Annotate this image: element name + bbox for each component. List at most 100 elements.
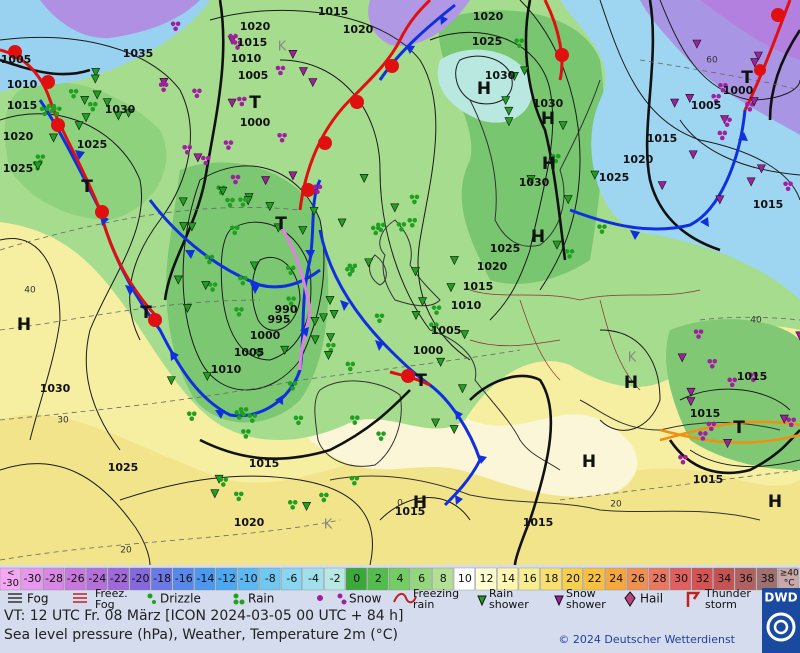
shower-symbol [49, 133, 58, 143]
precip-dot [71, 93, 76, 99]
scale-value: -30 [23, 572, 41, 585]
precip-dot [234, 410, 240, 415]
scale-cell [64, 567, 86, 591]
shower-symbol [460, 330, 470, 340]
precip-dot [747, 107, 753, 112]
shower-symbol [179, 222, 189, 232]
thunder-icon [686, 591, 701, 607]
precip-dot [409, 194, 415, 200]
pressure-center: H [624, 373, 638, 393]
pressure-label: 1020 [343, 23, 374, 36]
precip-dot [68, 88, 74, 94]
precip-dot [252, 413, 258, 418]
scale-cell [583, 567, 605, 591]
fog-icon [8, 593, 22, 603]
precip-dot [243, 434, 249, 439]
precip-dot [354, 475, 360, 481]
scale-value: 32 [696, 572, 710, 585]
pressure-label: 1020 [623, 153, 654, 166]
precip-dot [197, 88, 202, 94]
shower-symbol [364, 258, 374, 268]
shower-symbol [715, 195, 725, 205]
precip-dot [290, 386, 295, 391]
precip-dot [238, 491, 244, 497]
shower-symbol [80, 96, 90, 106]
precip-dot [187, 144, 193, 150]
pressure-label: 1020 [234, 516, 265, 529]
precip-dot [240, 280, 246, 286]
precip-dot [228, 33, 233, 39]
scale-value: 4 [397, 572, 404, 585]
weather-legend-label: storm [705, 598, 737, 611]
shower-symbol [509, 72, 519, 82]
weather-legend-label: Thunder [704, 587, 751, 600]
precip-dot [722, 130, 728, 136]
precip-dot [720, 87, 726, 93]
scale-value: 34 [717, 572, 731, 585]
shower-symbol [325, 296, 335, 306]
shower-symbol [418, 297, 428, 307]
precip-dot [409, 223, 415, 228]
scale-cell [216, 567, 238, 591]
precip-dot [175, 21, 181, 27]
precip-dot [407, 218, 413, 223]
precip-dot [788, 181, 793, 187]
precip-dot [243, 197, 248, 202]
precip-dot [718, 82, 723, 88]
precip-dot [683, 454, 688, 460]
precip-dot [290, 505, 296, 510]
precip-dot [233, 33, 238, 39]
pressure-label: 1025 [472, 35, 503, 48]
scale-cell [540, 567, 562, 591]
scale-value: 14 [501, 572, 515, 585]
scale-cell [475, 567, 497, 591]
scale-cell [345, 567, 367, 591]
cold-pool-label: K [324, 518, 333, 533]
precip-dot [54, 111, 60, 117]
precip-dot [331, 342, 336, 348]
scale-value: -12 [218, 572, 236, 585]
precip-dot [225, 197, 230, 203]
scale-cell [518, 567, 540, 591]
temperature-label: 40 [24, 286, 36, 296]
shower-symbol [779, 414, 789, 424]
precip-dot [381, 431, 386, 436]
precip-dot [243, 407, 249, 412]
weather-legend-label: shower [489, 598, 529, 611]
shower-symbol [692, 39, 702, 49]
footer: VT: 12 UTC Fr. 08 März [ICON 2024-03-05 … [4, 588, 800, 653]
shower-symbol [166, 376, 176, 386]
precip-dot [163, 82, 169, 88]
temperature-label: 20 [120, 546, 132, 556]
precip-dot [235, 45, 240, 50]
precip-dot [727, 117, 732, 123]
scale-high-bottom: °C [784, 579, 795, 589]
shower-symbol [201, 281, 211, 291]
weather-legend-label: Snow [349, 592, 382, 606]
precip-dot [412, 199, 417, 205]
scale-value: 30 [674, 572, 688, 585]
precip-dot [698, 329, 704, 334]
precip-dot [73, 88, 79, 94]
precip-dot [352, 480, 357, 486]
precip-dot [436, 305, 442, 310]
pressure-label: 1015 [737, 370, 768, 383]
copyright: © 2024 Deutscher Wetterdienst [558, 633, 735, 646]
precip-dot [232, 230, 238, 236]
pressure-center: T [81, 177, 93, 197]
precip-dot [381, 222, 386, 228]
pressure-label: 1000 [240, 116, 271, 129]
scale-cell [605, 567, 627, 591]
precip-dot [707, 358, 713, 364]
pressure-label: 995 [268, 313, 291, 326]
weather-legend-label: shower [566, 598, 606, 611]
pressure-center: H [768, 492, 782, 512]
shower-symbol [178, 197, 188, 207]
precip-dot [296, 420, 301, 426]
precip-dot [287, 381, 293, 386]
precip-dot [292, 381, 298, 386]
pressure-label: 1035 [123, 47, 154, 60]
scale-value: 6 [418, 572, 425, 585]
precip-dot [241, 429, 246, 434]
shower-symbol [124, 108, 134, 118]
